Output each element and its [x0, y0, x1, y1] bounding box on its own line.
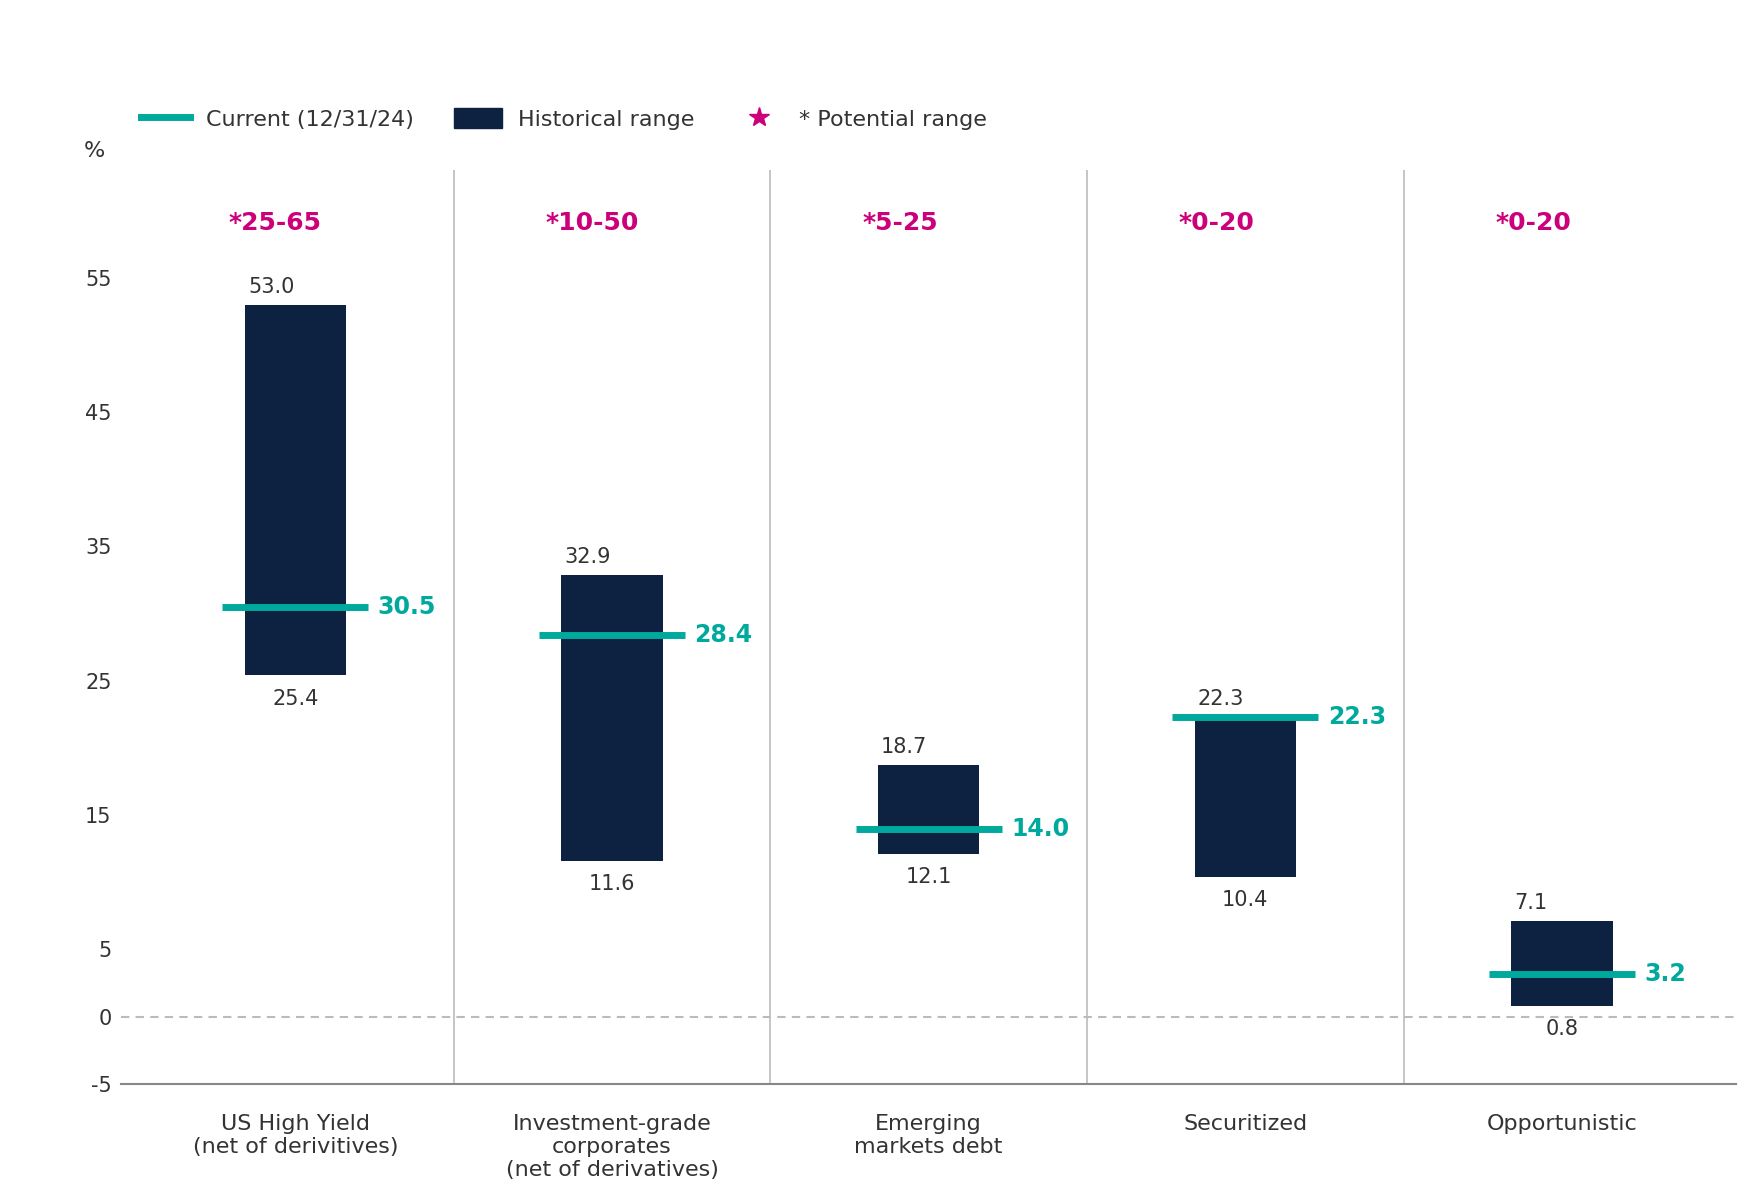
Text: 11.6: 11.6	[588, 875, 636, 894]
Text: 25.4: 25.4	[271, 688, 319, 709]
Text: *25-65: *25-65	[229, 212, 322, 235]
Text: 22.3: 22.3	[1327, 705, 1385, 729]
Bar	[245, 305, 347, 675]
Text: 30.5: 30.5	[378, 595, 436, 619]
Bar	[562, 575, 662, 860]
Text: 53.0: 53.0	[249, 276, 294, 296]
Bar	[1194, 717, 1296, 877]
Bar	[877, 765, 979, 854]
Text: 18.7: 18.7	[881, 737, 928, 758]
Bar	[1511, 921, 1613, 1006]
Text: 10.4: 10.4	[1222, 890, 1268, 911]
Text: *0-20: *0-20	[1178, 212, 1255, 235]
Text: 22.3: 22.3	[1198, 690, 1245, 709]
Text: 7.1: 7.1	[1515, 893, 1548, 913]
Legend: Current (12/31/24), Historical range, * Potential range: Current (12/31/24), Historical range, * …	[133, 99, 996, 139]
Text: 0.8: 0.8	[1546, 1019, 1578, 1040]
Text: *5-25: *5-25	[861, 212, 939, 235]
Text: %: %	[84, 141, 105, 161]
Text: *0-20: *0-20	[1495, 212, 1571, 235]
Text: *10-50: *10-50	[546, 212, 639, 235]
Text: 14.0: 14.0	[1010, 816, 1070, 840]
Text: 3.2: 3.2	[1644, 962, 1686, 986]
Text: 32.9: 32.9	[564, 546, 611, 566]
Text: 12.1: 12.1	[905, 868, 953, 888]
Text: 28.4: 28.4	[695, 623, 753, 648]
